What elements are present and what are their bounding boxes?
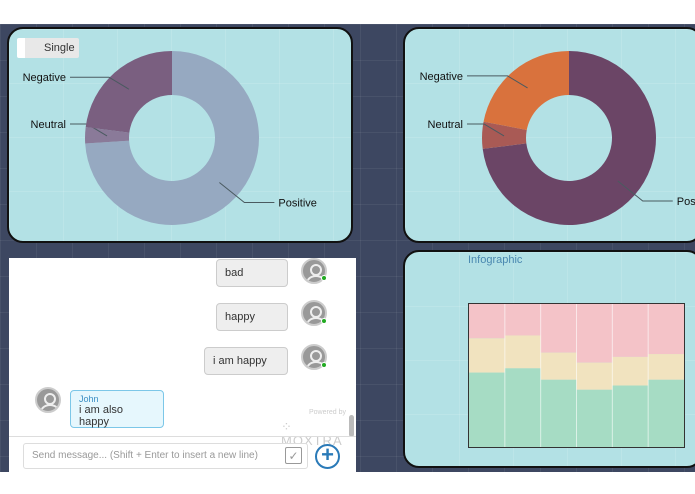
donut-slice-neutral bbox=[85, 127, 130, 144]
leader-line bbox=[219, 182, 275, 203]
right-chart-panel: Positive Neutral Negative bbox=[403, 27, 695, 243]
slice-label: Positive bbox=[677, 196, 695, 208]
leader-line bbox=[70, 76, 130, 90]
donut-slice-negative bbox=[85, 51, 172, 133]
band-segment bbox=[540, 352, 577, 380]
leader-line bbox=[467, 123, 505, 137]
band-segment bbox=[648, 304, 684, 355]
avatar bbox=[35, 387, 61, 413]
online-status-dot bbox=[321, 318, 327, 324]
donut-slice-positive bbox=[482, 51, 656, 225]
leader-line bbox=[467, 75, 528, 89]
message-text: i am also happy bbox=[79, 404, 124, 428]
message-input[interactable]: Send message... (Shift + Enter to insert… bbox=[23, 443, 308, 469]
message-bubble: i am happy bbox=[204, 347, 288, 375]
leader-line bbox=[617, 180, 673, 202]
slice-label: Negative bbox=[420, 71, 463, 83]
band-segment bbox=[648, 379, 684, 447]
online-status-dot bbox=[321, 362, 327, 368]
band-segment bbox=[576, 362, 613, 390]
band-segment bbox=[576, 389, 613, 447]
infographic-panel: Infographic bbox=[403, 250, 695, 468]
left-donut-chart: Positive Neutral Negative bbox=[23, 51, 317, 225]
band-segment bbox=[576, 304, 613, 363]
slice-label: Negative bbox=[23, 72, 66, 84]
left-chart-panel: Single Positive Neutral Negative bbox=[7, 27, 353, 243]
chat-scrollbar[interactable] bbox=[349, 415, 354, 437]
band-segment bbox=[612, 356, 649, 386]
right-donut-chart: Positive Neutral Negative bbox=[420, 51, 695, 225]
donut-slice-neutral bbox=[482, 121, 527, 149]
powered-by: Powered by bbox=[309, 409, 346, 416]
single-mode-button[interactable]: Single bbox=[17, 38, 79, 58]
message-bubble: John i am also happy bbox=[70, 390, 164, 428]
band-segment bbox=[540, 379, 577, 447]
chat-panel: bad happy i am happy John i am also happ… bbox=[9, 258, 356, 472]
slice-label: Positive bbox=[278, 197, 317, 209]
band-segment bbox=[469, 304, 506, 339]
online-status-dot bbox=[321, 275, 327, 281]
avatar bbox=[301, 300, 327, 326]
donut-slice-positive bbox=[85, 51, 259, 225]
slice-label: Neutral bbox=[428, 119, 463, 131]
avatar bbox=[301, 344, 327, 370]
band-segment bbox=[612, 304, 649, 357]
infographic-chart bbox=[468, 303, 685, 448]
band-segment bbox=[612, 385, 649, 447]
checkbox-icon[interactable]: ✓ bbox=[285, 447, 302, 464]
band-segment bbox=[504, 304, 542, 336]
band-segment bbox=[540, 304, 577, 353]
band-segment bbox=[504, 335, 542, 369]
donut-slice-negative bbox=[483, 51, 569, 130]
band-segment bbox=[648, 354, 684, 380]
sender-name: John bbox=[79, 394, 99, 404]
band-segment bbox=[469, 338, 506, 373]
band-segment bbox=[469, 372, 506, 447]
message-bubble: bad bbox=[216, 259, 288, 287]
band-segment bbox=[504, 368, 542, 447]
message-bubble: happy bbox=[216, 303, 288, 331]
add-button[interactable]: + bbox=[315, 444, 340, 469]
chat-divider bbox=[9, 436, 356, 437]
infographic-title: Infographic bbox=[468, 254, 523, 266]
logo-dots-icon: ⁘ bbox=[281, 419, 293, 434]
slice-label: Neutral bbox=[31, 119, 66, 131]
